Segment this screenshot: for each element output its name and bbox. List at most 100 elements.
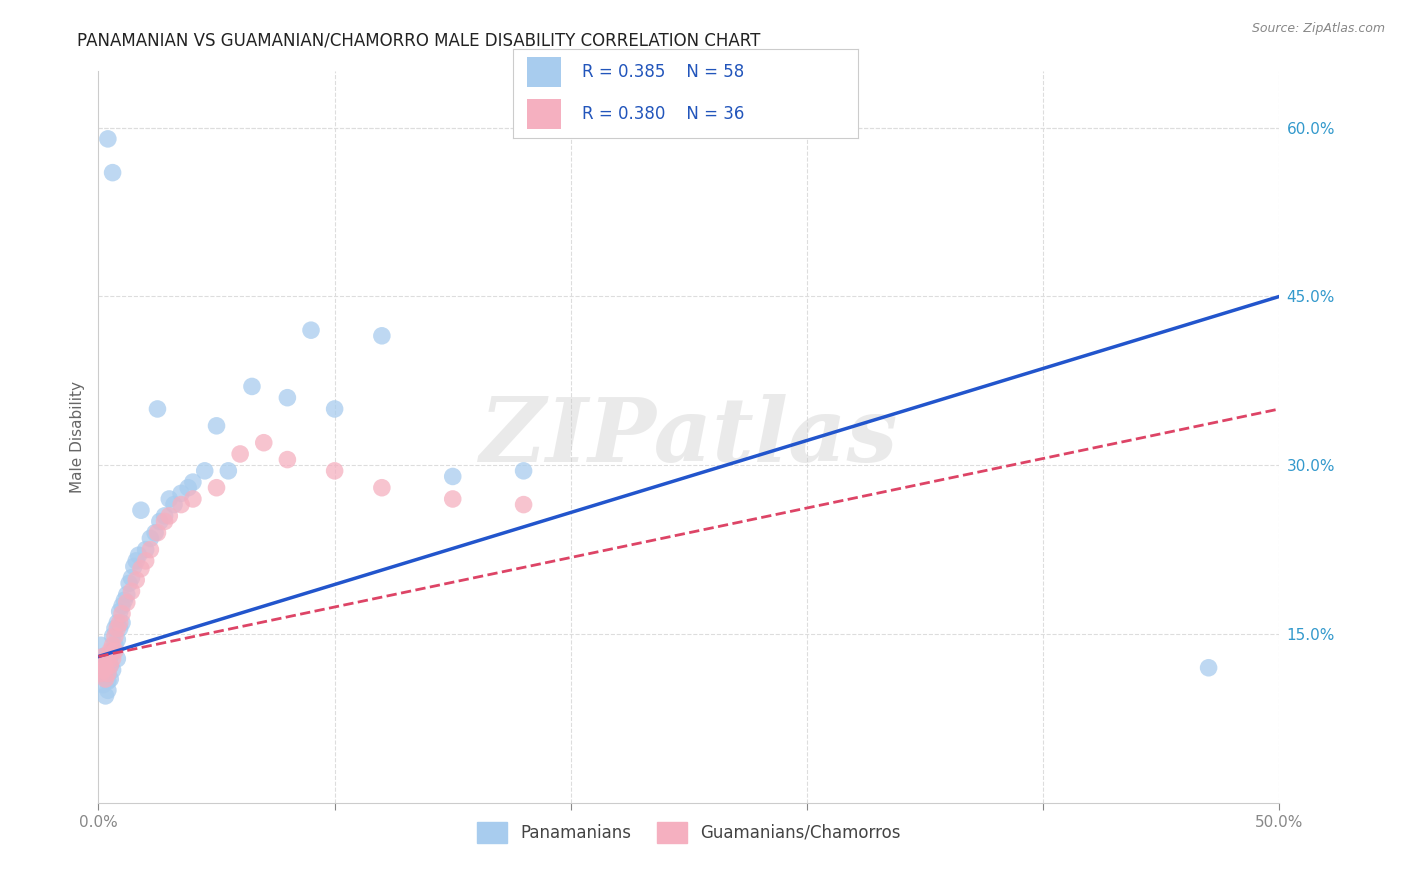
Point	[157, 491, 180, 506]
Point	[276, 452, 298, 467]
Point	[276, 391, 298, 405]
Point	[153, 515, 176, 529]
Point	[105, 652, 128, 666]
Point	[112, 593, 135, 607]
Text: R = 0.380    N = 36: R = 0.380 N = 36	[582, 105, 744, 123]
Point	[217, 464, 239, 478]
Point	[253, 435, 276, 450]
Point	[121, 571, 143, 585]
Point	[97, 683, 120, 698]
Point	[163, 498, 186, 512]
Point	[194, 464, 217, 478]
Point	[153, 508, 176, 523]
Point	[146, 401, 169, 416]
Point	[91, 649, 114, 664]
Point	[97, 132, 120, 146]
Point	[111, 599, 134, 613]
Bar	[527, 99, 561, 129]
Point	[105, 632, 128, 647]
Point	[128, 548, 150, 562]
Point	[115, 595, 138, 609]
Point	[90, 666, 112, 681]
Point	[90, 638, 112, 652]
Point	[97, 652, 120, 666]
Point	[125, 573, 148, 587]
Point	[299, 323, 322, 337]
Point	[98, 658, 121, 673]
Point	[91, 678, 114, 692]
Point	[91, 649, 114, 664]
Point	[149, 515, 172, 529]
Point	[91, 663, 114, 677]
Point	[90, 655, 112, 669]
Point	[512, 498, 534, 512]
Point	[108, 605, 131, 619]
Point	[1198, 661, 1220, 675]
Point	[129, 503, 152, 517]
Point	[121, 584, 143, 599]
Point	[101, 644, 124, 658]
Point	[146, 525, 169, 540]
Text: R = 0.385    N = 58: R = 0.385 N = 58	[582, 63, 744, 81]
Point	[143, 525, 166, 540]
Point	[104, 644, 127, 658]
Point	[97, 674, 120, 689]
Point	[115, 588, 138, 602]
Point	[122, 559, 145, 574]
Point	[104, 638, 127, 652]
Point	[135, 542, 157, 557]
Point	[229, 447, 252, 461]
Point	[111, 615, 134, 630]
Bar	[527, 57, 561, 87]
Point	[240, 379, 263, 393]
Point	[94, 661, 117, 675]
Text: PANAMANIAN VS GUAMANIAN/CHAMORRO MALE DISABILITY CORRELATION CHART: PANAMANIAN VS GUAMANIAN/CHAMORRO MALE DI…	[77, 31, 761, 49]
Point	[94, 670, 117, 684]
Point	[98, 644, 121, 658]
Point	[205, 481, 228, 495]
Point	[101, 629, 124, 643]
Point	[139, 542, 162, 557]
Point	[94, 689, 117, 703]
Point	[181, 491, 204, 506]
Text: ZIPatlas: ZIPatlas	[481, 394, 897, 480]
Point	[371, 481, 394, 495]
Point	[441, 469, 464, 483]
Point	[104, 629, 127, 643]
Point	[98, 649, 121, 664]
Point	[105, 621, 128, 635]
Point	[105, 615, 128, 630]
Point	[111, 607, 134, 621]
Point	[97, 666, 120, 681]
Point	[157, 508, 180, 523]
Point	[129, 562, 152, 576]
Point	[205, 418, 228, 433]
Legend: Panamanians, Guamanians/Chamorros: Panamanians, Guamanians/Chamorros	[471, 815, 907, 849]
Point	[94, 663, 117, 677]
Point	[94, 672, 117, 686]
Point	[98, 672, 121, 686]
Point	[91, 661, 114, 675]
Point	[108, 615, 131, 630]
Point	[323, 464, 346, 478]
Point	[170, 486, 193, 500]
Point	[125, 554, 148, 568]
Point	[101, 638, 124, 652]
Point	[118, 576, 141, 591]
Y-axis label: Male Disability: Male Disability	[69, 381, 84, 493]
Point	[170, 498, 193, 512]
Point	[98, 658, 121, 673]
Point	[441, 491, 464, 506]
Point	[177, 481, 200, 495]
Point	[371, 328, 394, 343]
Point	[323, 401, 346, 416]
Point	[101, 652, 124, 666]
Point	[101, 166, 124, 180]
Point	[97, 666, 120, 681]
Point	[181, 475, 204, 489]
Point	[135, 554, 157, 568]
Point	[101, 663, 124, 677]
Point	[139, 532, 162, 546]
Point	[108, 621, 131, 635]
Text: Source: ZipAtlas.com: Source: ZipAtlas.com	[1251, 22, 1385, 36]
